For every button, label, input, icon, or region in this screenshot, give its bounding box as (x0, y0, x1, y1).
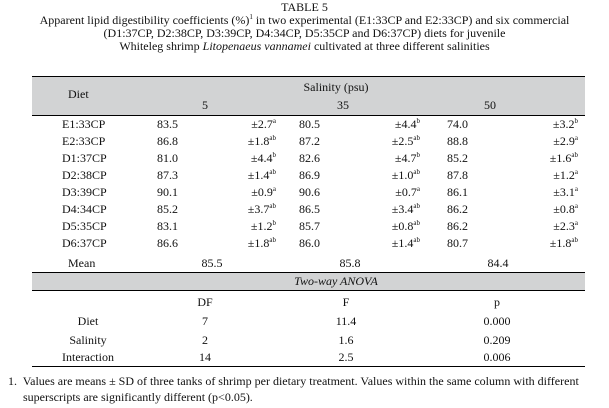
mean-value: 85.2 (157, 202, 178, 216)
diet-column-header: Diet (68, 87, 89, 101)
anova-top-rule (32, 272, 585, 273)
footnote-line-2: superscripts are significantly different… (8, 390, 253, 404)
mean-value: 80.7 (447, 236, 468, 250)
mean-value: 86.2 (447, 202, 468, 216)
sd-value: ±3.1a (553, 185, 578, 199)
mean-value: 86.5 (299, 202, 320, 216)
mean-value: 81.0 (157, 151, 178, 165)
anova-row-label: Diet (77, 314, 99, 328)
table-bottom-rule (32, 366, 585, 367)
mean-value: 74.0 (447, 117, 468, 131)
mean-value: 83.1 (157, 219, 178, 233)
mean-value: 88.8 (447, 134, 468, 148)
anova-f: 2.5 (338, 350, 354, 364)
anova-f: 11.4 (335, 314, 357, 328)
diet-label: D2:38CP (62, 168, 107, 182)
table-top-rule (32, 76, 585, 77)
mean-value: 90.1 (157, 185, 178, 199)
anova-df: 2 (202, 333, 208, 347)
salinity-level-5: 5 (202, 98, 208, 112)
diet-label: D5:35CP (62, 219, 107, 233)
mean-value: 86.2 (447, 219, 468, 233)
sd-value: ±3.4ab (391, 202, 420, 216)
anova-df: 14 (199, 350, 211, 364)
sd-value: ±1.8ab (549, 236, 578, 250)
mean-value: 90.6 (299, 185, 320, 199)
mean-value: 85.2 (447, 151, 468, 165)
sd-value: ±2.5ab (391, 134, 420, 148)
mean-5: 85.5 (201, 256, 223, 270)
mean-value: 87.2 (299, 134, 320, 148)
sd-value: ±4.7b (394, 151, 420, 165)
table-header-band (32, 77, 585, 115)
sd-value: ±2.9a (553, 134, 578, 148)
mean-value: 83.5 (157, 117, 178, 131)
anova-p: 0.000 (483, 314, 511, 328)
caption-line-1: Apparent lipid digestibility coefficient… (39, 13, 570, 27)
sd-value: ±1.6ab (549, 151, 578, 165)
table-header-rule (32, 115, 585, 116)
anova-df: 7 (202, 314, 208, 328)
anova-row-label: Salinity (69, 333, 107, 347)
anova-f: 1.6 (338, 333, 354, 347)
mean-value: 86.8 (157, 134, 178, 148)
sd-value: ±1.8ab (247, 134, 276, 148)
anova-title: Two-way ANOVA (294, 274, 378, 288)
anova-p: 0.209 (483, 333, 511, 347)
sd-value: ±1.2a (553, 168, 578, 182)
mean-label: Mean (68, 256, 96, 270)
sd-value: ±1.2b (250, 219, 276, 233)
caption-line-2: (D1:37CP, D2:38CP, D3:39CP, D4:34CP, D5:… (103, 26, 506, 40)
mean-35: 85.8 (339, 256, 361, 270)
mean-value: 87.8 (447, 168, 468, 182)
anova-title-band (32, 273, 585, 290)
mean-value: 82.6 (299, 151, 320, 165)
anova-title-rule (32, 290, 585, 291)
mean-value: 86.0 (299, 236, 320, 250)
sd-value: ±1.4ab (391, 236, 420, 250)
sd-value: ±0.9a (251, 185, 276, 199)
anova-header-df: DF (197, 295, 213, 309)
sd-value: ±2.3a (553, 219, 578, 233)
diet-label: E2:33CP (62, 134, 106, 148)
diet-label: E1:33CP (62, 117, 106, 131)
mean-value: 85.7 (299, 219, 320, 233)
sd-value: ±0.8a (553, 202, 578, 216)
sd-value: ±1.0ab (391, 168, 420, 182)
anova-header-p: p (494, 295, 500, 309)
mean-value: 80.5 (299, 117, 320, 131)
salinity-level-35: 35 (337, 98, 349, 112)
table-number: TABLE 5 (281, 0, 328, 14)
caption-line-3: Whiteleg shrimp Litopenaeus vannamei cul… (119, 39, 490, 53)
sd-value: ±4.4b (250, 151, 276, 165)
sd-value: ±4.4b (394, 117, 420, 131)
anova-p: 0.006 (483, 350, 511, 364)
sd-value: ±2.7a (251, 117, 276, 131)
diet-label: D3:39CP (62, 185, 107, 199)
sd-value: ±3.7ab (247, 202, 276, 216)
diet-label: D1:37CP (62, 151, 107, 165)
footnote: 1. Values are means ± SD of three tanks … (8, 373, 606, 405)
sd-value: ±0.8ab (391, 219, 420, 233)
diet-label: D4:34CP (62, 202, 107, 216)
mean-50: 84.4 (487, 256, 509, 270)
mean-value: 86.1 (447, 185, 468, 199)
mean-value: 87.3 (157, 168, 178, 182)
anova-row-label: Interaction (62, 350, 114, 364)
footnote-line-1: 1. Values are means ± SD of three tanks … (8, 374, 579, 388)
diet-label: D6:37CP (62, 236, 107, 250)
anova-header-f: F (342, 295, 350, 309)
salinity-level-50: 50 (484, 98, 496, 112)
sd-value: ±1.8ab (247, 236, 276, 250)
sd-value: ±1.4ab (247, 168, 276, 182)
sd-value: ±0.7a (395, 185, 420, 199)
sd-value: ±3.2b (552, 117, 578, 131)
mean-value: 86.6 (157, 236, 178, 250)
salinity-header: Salinity (psu) (303, 80, 369, 94)
mean-value: 86.9 (299, 168, 320, 182)
